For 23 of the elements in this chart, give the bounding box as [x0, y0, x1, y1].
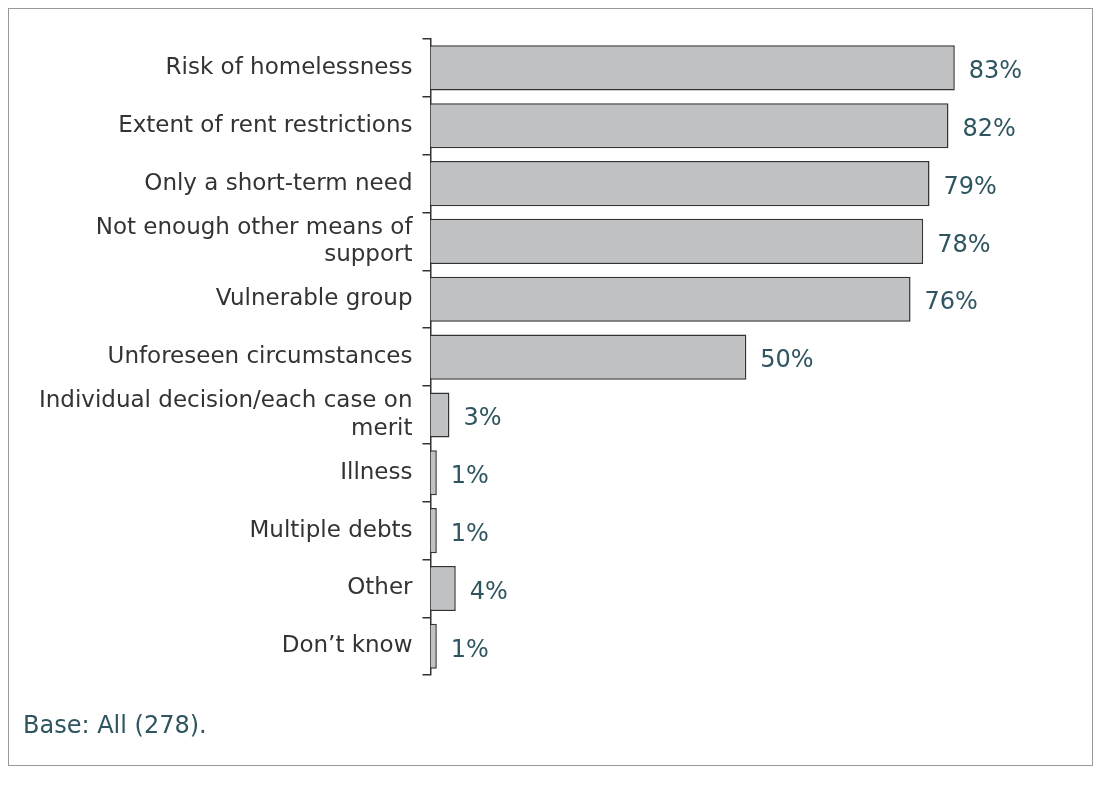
y-tick-label: Not enough other means of support	[95, 212, 414, 267]
y-tick-label: Individual decision/each case on merit	[38, 386, 413, 440]
data-label: 78%	[937, 229, 991, 258]
y-tick-label: Vulnerable group	[215, 284, 413, 311]
y-tick-label: Don’t know	[281, 631, 413, 658]
data-label: 3%	[463, 403, 502, 432]
y-tick-label: Extent of rent restrictions	[118, 110, 413, 137]
data-label: 1%	[450, 461, 489, 490]
text: Base: All (278).	[22, 710, 208, 741]
data-label: 79%	[943, 171, 997, 200]
data-label: 82%	[962, 113, 1016, 142]
data-label: 83%	[968, 56, 1023, 85]
data-label: 1%	[450, 634, 489, 663]
y-tick-label: Other	[347, 573, 414, 600]
y-tick-label: Multiple debts	[249, 515, 413, 542]
y-tick-label: Illness	[340, 457, 413, 484]
y-tick-label: Unforeseen circumstances	[107, 342, 413, 369]
data-label: 50%	[760, 345, 814, 374]
data-label: 4%	[469, 576, 508, 605]
data-label: 76%	[924, 287, 978, 316]
y-tick-label: Only a short-term need	[144, 168, 413, 195]
y-tick-label: Risk of homelessness	[165, 52, 413, 79]
data-label: 1%	[450, 518, 489, 547]
